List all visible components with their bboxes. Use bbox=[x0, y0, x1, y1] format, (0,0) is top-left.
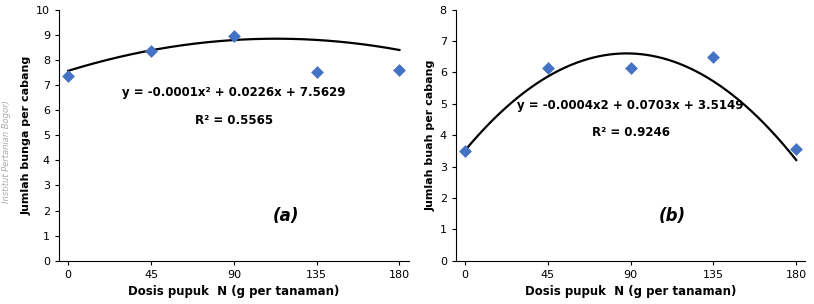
Text: R² = 0.9246: R² = 0.9246 bbox=[592, 126, 670, 139]
X-axis label: Dosis pupuk  N (g per tanaman): Dosis pupuk N (g per tanaman) bbox=[525, 285, 737, 299]
Point bbox=[62, 74, 75, 78]
Y-axis label: Jumlah buah per cabang: Jumlah buah per cabang bbox=[426, 60, 435, 211]
Point bbox=[145, 49, 158, 54]
Point bbox=[790, 147, 803, 152]
X-axis label: Dosis pupuk  N (g per tanaman): Dosis pupuk N (g per tanaman) bbox=[128, 285, 339, 299]
Text: (a): (a) bbox=[273, 207, 300, 225]
Point bbox=[227, 33, 240, 38]
Y-axis label: Jumlah bunga per cabang: Jumlah bunga per cabang bbox=[22, 56, 32, 215]
Point bbox=[458, 148, 471, 153]
Text: (b): (b) bbox=[659, 207, 686, 225]
Text: y = -0.0001x² + 0.0226x + 7.5629: y = -0.0001x² + 0.0226x + 7.5629 bbox=[122, 86, 346, 99]
Point bbox=[541, 65, 554, 70]
Point bbox=[310, 70, 323, 75]
Point bbox=[393, 67, 406, 72]
Text: Institut Pertanian Bogor): Institut Pertanian Bogor) bbox=[2, 101, 11, 203]
Text: y = -0.0004x2 + 0.0703x + 3.5149: y = -0.0004x2 + 0.0703x + 3.5149 bbox=[518, 98, 744, 112]
Text: R² = 0.5565: R² = 0.5565 bbox=[195, 114, 273, 127]
Point bbox=[624, 65, 637, 70]
Point bbox=[707, 54, 720, 59]
